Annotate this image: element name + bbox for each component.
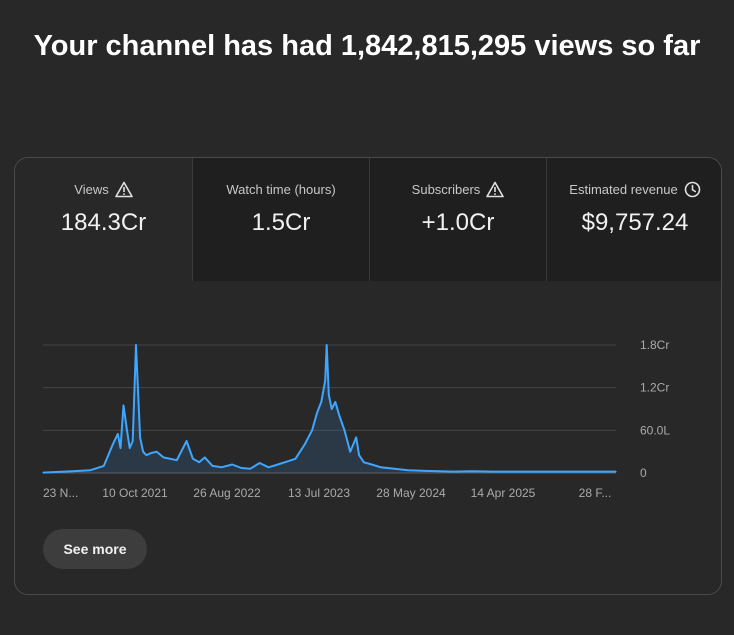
data-point [117,433,119,435]
data-point [139,436,141,438]
tab-subscribers-label: Subscribers [411,181,481,197]
data-point [355,436,357,438]
data-point [150,452,152,454]
data-point [471,470,473,472]
data-point [268,466,270,468]
data-point [132,440,134,442]
data-point [349,451,351,453]
data-point [371,463,373,466]
data-point [358,454,360,456]
data-point [380,466,382,468]
x-tick-label: 14 Apr 2025 [471,486,536,500]
data-point [424,470,426,472]
data-point [438,470,440,472]
metric-tabs: Views 184.3Cr Watch time (hours) 1.5Cr S… [15,158,721,281]
data-point [311,429,313,431]
data-point [326,344,328,346]
data-point [145,454,147,456]
data-point [543,471,545,473]
chart-x-axis: 23 N... 10 Oct 2021 26 Aug 2022 13 Jul 2023… [43,486,611,500]
tab-views[interactable]: Views 184.3Cr [15,158,192,281]
x-tick-label: 23 N... [43,486,78,500]
views-chart: 1.8Cr 1.2Cr 60.0L 0 23 N... 10 Oct 2021 26 Au… [15,281,721,511]
views-chart-svg: 1.8Cr 1.2Cr 60.0L 0 23 N... 10 Oct 2021 26 Au… [42,338,670,500]
data-point [249,468,251,470]
data-point [71,470,73,472]
data-point [520,471,522,473]
tab-estimated-revenue[interactable]: Estimated revenue $9,757.24 [546,158,721,281]
data-point [103,465,105,467]
data-point [324,380,326,382]
tab-views-label: Views [74,181,109,197]
data-point [122,404,125,406]
y-tick-label: 1.2Cr [640,381,669,395]
x-tick-label: 28 May 2024 [376,486,446,500]
data-point [343,429,346,431]
data-point [304,444,306,446]
data-point [334,401,336,403]
data-point [198,461,200,463]
data-point [294,458,296,460]
y-tick-label: 60.0L [640,423,670,437]
data-point [493,471,495,473]
tab-subscribers[interactable]: Subscribers +1.0Cr [369,158,546,281]
data-point [570,471,572,473]
data-point [393,468,395,470]
data-point [363,461,365,463]
data-point [277,463,279,466]
data-point [176,459,178,461]
tab-views-value: 184.3Cr [60,209,147,236]
views-series-area [43,345,616,473]
warning-icon [114,181,133,198]
data-point [135,344,137,346]
page-title: Your channel has had 1,842,815,295 views… [33,30,701,62]
data-point [58,471,60,473]
data-point [186,440,188,442]
data-point [316,412,318,414]
tab-watch-time[interactable]: Watch time (hours) 1.5Cr [192,158,369,281]
data-point [129,447,131,449]
tab-revenue-value: $9,757.24 [581,209,689,236]
y-tick-label: 0 [640,466,647,480]
tab-watch-time-value: 1.5Cr [251,209,311,236]
y-tick-label: 1.8Cr [640,338,669,352]
data-point [119,447,122,449]
data-point [615,471,617,473]
x-tick-label: 26 Aug 2022 [193,486,261,500]
data-point [126,429,128,431]
x-tick-label: 10 Oct 2021 [102,486,168,500]
analytics-card: Views 184.3Cr Watch time (hours) 1.5Cr S… [14,157,722,595]
see-more-button[interactable]: See more [43,529,147,569]
tab-revenue-label: Estimated revenue [569,181,678,197]
data-point [220,466,223,468]
tab-subscribers-value: +1.0Cr [421,209,495,236]
data-point [407,469,409,471]
chart-series [42,344,617,474]
warning-icon [486,181,505,198]
data-point [240,467,242,469]
data-point [204,456,206,458]
data-point [192,458,194,460]
chart-y-axis: 1.8Cr 1.2Cr 60.0L 0 [640,338,670,480]
x-tick-label: 28 F... [579,486,612,500]
data-point [331,408,333,410]
data-point [328,394,330,396]
data-point [112,444,114,446]
data-point [320,401,322,403]
data-point [89,469,91,471]
views-series-line [42,344,616,474]
data-point [453,471,455,473]
data-point [156,451,158,453]
tab-watch-time-label: Watch time (hours) [226,181,336,197]
data-point [211,465,214,467]
data-point [286,461,288,463]
data-point [162,456,164,458]
data-point [259,462,261,464]
x-tick-label: 13 Jul 2023 [288,486,350,500]
data-point [142,451,144,453]
data-point [231,463,233,466]
data-point [338,415,341,417]
data-point [42,472,44,474]
clock-icon [684,181,701,198]
